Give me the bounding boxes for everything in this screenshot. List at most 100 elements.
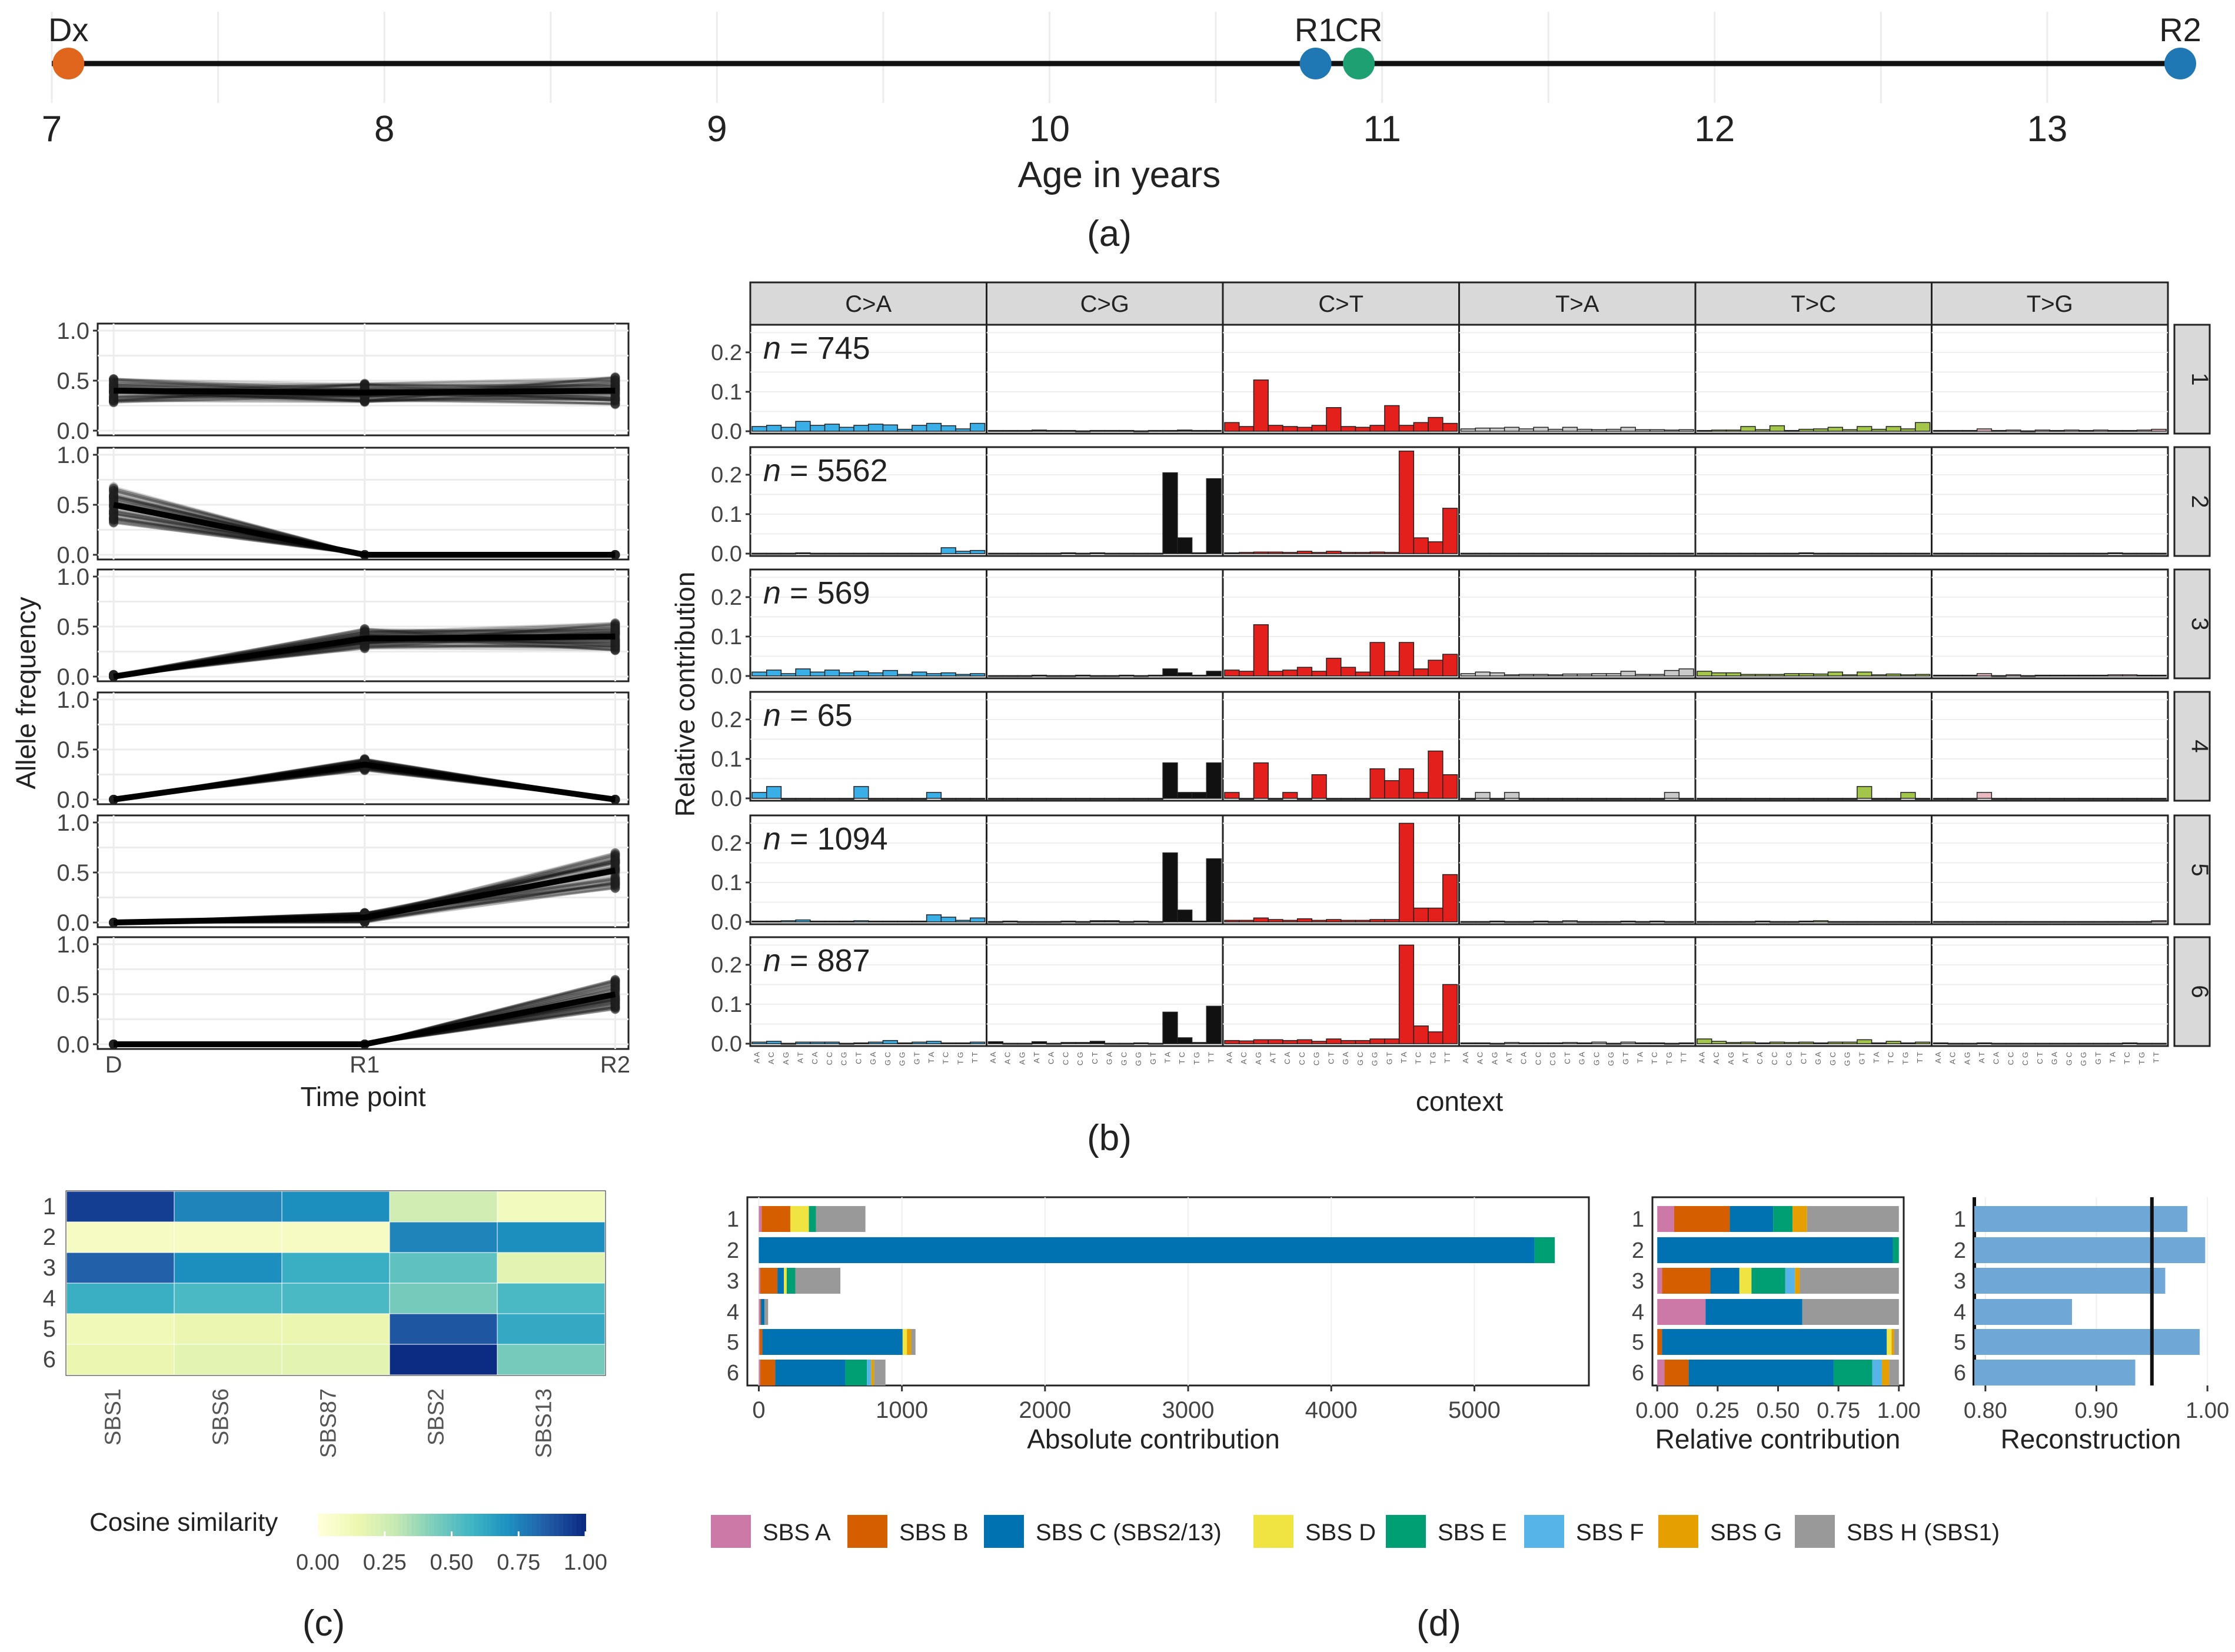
profile-bar [1206, 478, 1222, 554]
profile-bar [1827, 798, 1843, 800]
profile-context-label: C A [1755, 1052, 1764, 1064]
relative-bar-segment [1882, 1360, 1890, 1385]
profile-bar [1369, 768, 1385, 799]
profile-bar [1460, 673, 1476, 677]
profile-bar [2122, 1042, 2138, 1044]
profile-bar [1915, 422, 1931, 432]
profile-bar [955, 674, 971, 677]
profile-bar [1133, 1042, 1149, 1044]
profile-bar [970, 673, 986, 677]
af-point [610, 641, 620, 651]
af-point [109, 392, 119, 402]
profile-context-label: C T [1563, 1052, 1572, 1064]
profile-bar [751, 552, 767, 555]
af-tick-label: 0.5 [56, 982, 89, 1008]
profile-bar [1177, 792, 1193, 799]
heatmap-legend-swatch [331, 1514, 337, 1536]
profile-tick-label: 0.1 [711, 992, 742, 1017]
profile-context-label: A A [752, 1052, 761, 1064]
profile-bar [1031, 429, 1047, 432]
heatmap-cell [66, 1283, 175, 1314]
af-point [109, 395, 119, 405]
profile-bar [1460, 1042, 1476, 1044]
profile-bar [1311, 671, 1327, 677]
af-point [610, 375, 620, 385]
profile-bar [1933, 1042, 1948, 1044]
profile-bar [1678, 921, 1694, 923]
af-point [610, 854, 620, 864]
profile-bar [1341, 552, 1356, 554]
profile-bar [2078, 1043, 2094, 1045]
profile-bar [2005, 429, 2021, 432]
profile-bar [1562, 552, 1578, 555]
profile-bar [1784, 1042, 1800, 1044]
profile-bar [1413, 792, 1429, 799]
absolute-bar-segment [760, 1360, 776, 1385]
timeline-event-label: CR [1335, 11, 1383, 48]
af-point [109, 393, 119, 403]
profile-bar [1548, 428, 1564, 432]
relative-bar-segment [1773, 1206, 1793, 1232]
legend-label: SBS H (SBS1) [1847, 1520, 2000, 1546]
af-point [610, 849, 620, 859]
profile-bar [2093, 674, 2108, 677]
profile-bar [1827, 1041, 1843, 1044]
af-point [610, 372, 620, 382]
profile-bar [1798, 552, 1814, 554]
profile-facet-strip [986, 281, 1224, 326]
absolute-bar-segment [816, 1206, 866, 1232]
af-trajectory [113, 389, 616, 403]
profile-panel-frame [1931, 568, 2169, 680]
profile-bar [1224, 552, 1240, 554]
profile-bar [1475, 671, 1491, 677]
profile-bar [1842, 921, 1858, 923]
af-point [610, 395, 620, 405]
profile-bar [1253, 762, 1269, 799]
profile-bar [1725, 921, 1741, 923]
af-point [610, 399, 620, 409]
heatmap-cell [389, 1283, 498, 1314]
af-trajectory [113, 628, 616, 678]
profile-bar [1697, 671, 1712, 677]
profile-facet-label: T>A [1555, 291, 1599, 317]
profile-context-label: T A [1163, 1052, 1172, 1064]
af-point [610, 1004, 620, 1014]
profile-bar [1119, 429, 1135, 432]
af-point [610, 851, 620, 861]
profile-context-label: T A [1399, 1052, 1408, 1064]
profile-bar [1711, 552, 1727, 555]
af-point [109, 394, 119, 404]
profile-bar [868, 1041, 884, 1044]
profile-bar [2078, 674, 2094, 677]
profile-bar [926, 552, 942, 555]
profile-bar [1635, 674, 1651, 677]
profile-context-label: A C [1476, 1052, 1485, 1064]
profile-bar [987, 921, 1003, 923]
af-point [109, 486, 119, 496]
af-point [610, 620, 620, 630]
af-point [109, 487, 119, 497]
af-point [610, 878, 620, 888]
profile-bar [1649, 674, 1665, 677]
heatmap-cell [497, 1221, 606, 1253]
heatmap-cell [66, 1221, 175, 1253]
profile-bar [1711, 921, 1727, 923]
af-point [610, 998, 620, 1008]
relative-tick-label: 1.00 [1877, 1398, 1921, 1423]
profile-bar [1162, 668, 1178, 677]
af-point [109, 485, 119, 495]
profile-bar [1398, 768, 1415, 799]
profile-bar [1489, 1043, 1505, 1045]
profile-bar [766, 552, 782, 555]
contrib-row-label: 3 [1632, 1269, 1644, 1294]
profile-bar [2049, 552, 2065, 555]
heatmap-legend-swatch [425, 1514, 430, 1536]
absolute-bar-segment [790, 1206, 809, 1232]
profile-bar [2093, 552, 2108, 555]
absolute-tick-label: 1000 [876, 1397, 928, 1423]
af-trajectory [113, 391, 616, 405]
absolute-bar-segment [759, 1237, 1535, 1263]
af-trajectory [113, 629, 616, 677]
heatmap-legend-swatch [447, 1514, 453, 1536]
timeline-event-label: R1 [1295, 11, 1337, 48]
